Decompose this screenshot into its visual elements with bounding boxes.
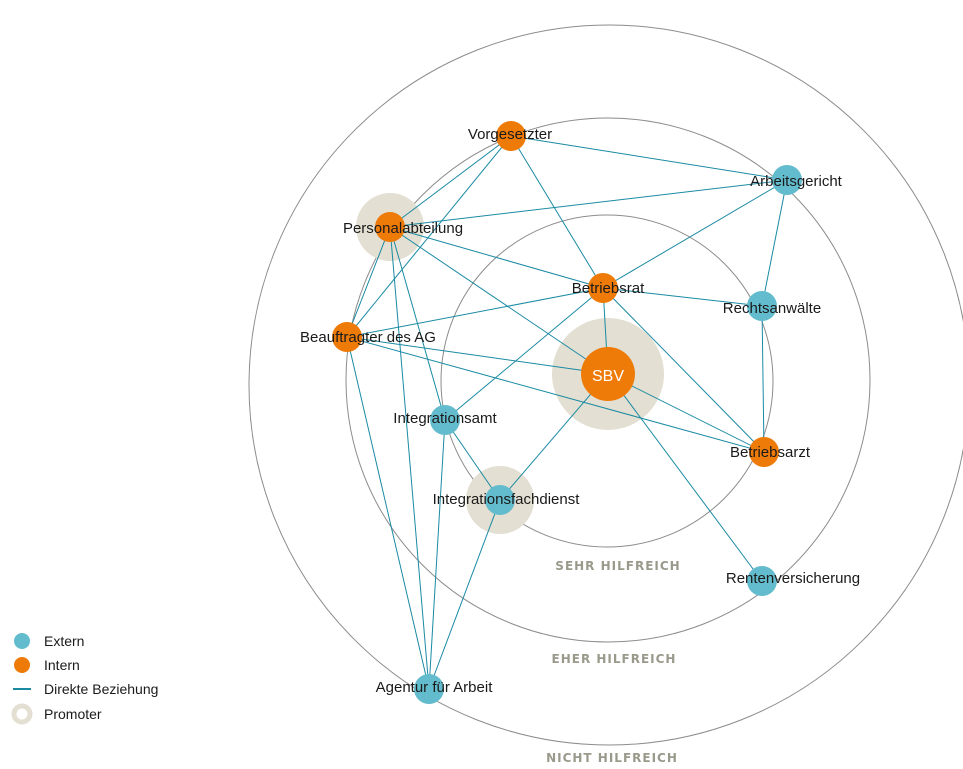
edge-sbv-integrationsfachdienst [499, 373, 609, 501]
edge-betriebsrat-betriebsarzt [602, 287, 765, 453]
edge-beauftragter-betriebsarzt [346, 336, 765, 453]
legend-relation-label: Direkte Beziehung [44, 681, 158, 697]
edge-arbeitsgericht-betriebsrat [602, 179, 788, 289]
legend-promoter-label: Promoter [44, 706, 102, 722]
legend-extern-label: Extern [44, 633, 84, 649]
node-labels: Vorgesetzter Arbeitsgericht Personalabte… [300, 126, 860, 696]
edge-betriebsrat-integrationsamt [444, 287, 604, 421]
edge-rechtsanwaelte-betriebsarzt [761, 305, 765, 453]
edge-sbv-betriebsarzt [607, 373, 765, 453]
node-dot-agentur [414, 674, 444, 704]
ring-nicht-hilfreich [248, 24, 963, 746]
node-label-betriebsrat: Betriebsrat [572, 280, 645, 297]
ring-eher-hilfreich [345, 117, 871, 643]
edge-vorgesetzter-personalabteilung [389, 135, 512, 228]
node-label-rechtsanwaelte: Rechtsanwälte [723, 300, 821, 317]
node-dot-integrationsfachdienst [485, 485, 515, 515]
node-dot-beauftragter [332, 322, 362, 352]
node-label-arbeitsgericht: Arbeitsgericht [750, 173, 843, 190]
node-dots [332, 121, 802, 704]
ring-sehr-hilfreich [440, 214, 774, 548]
node-label-integrationsamt: Integrationsamt [393, 410, 497, 427]
edge-personalabteilung-sbv [389, 226, 609, 375]
legend-intern-label: Intern [44, 657, 80, 673]
zone-label-nicht-hilfreich: NICHT HILFREICH [546, 751, 678, 765]
node-dot-vorgesetzter [496, 121, 526, 151]
legend-intern-icon [14, 657, 30, 673]
legend: Extern Intern Direkte Beziehung Promoter [11, 633, 158, 725]
node-label-betriebsarzt: Betriebsarzt [730, 444, 811, 461]
legend-promoter-icon [11, 703, 33, 725]
edge-betriebsrat-beauftragter [346, 287, 604, 338]
edge-vorgesetzter-betriebsrat [510, 135, 604, 289]
node-label-integrationsfachdienst: Integrationsfachdienst [433, 491, 581, 508]
edge-integrationsamt-integrationsfachdienst [444, 419, 501, 501]
zone-label-eher-hilfreich: EHER HILFREICH [552, 652, 677, 666]
node-dot-rechtsanwaelte [747, 291, 777, 321]
edge-arbeitsgericht-rechtsanwaelte [761, 179, 788, 307]
edge-personalabteilung-arbeitsgericht [389, 179, 788, 228]
node-dot-sbv [581, 347, 635, 401]
edge-personalabteilung-beauftragter [346, 226, 391, 338]
edge-beauftragter-agentur [346, 336, 430, 690]
zone-label-sehr-hilfreich: SEHR HILFREICH [555, 559, 680, 573]
node-dot-rentenversicherung [747, 566, 777, 596]
edge-beauftragter-sbv [346, 336, 609, 375]
node-label-vorgesetzter: Vorgesetzter [468, 126, 552, 143]
edge-personalabteilung-agentur [389, 226, 430, 690]
legend-extern-icon [14, 633, 30, 649]
edge-integrationsamt-agentur [428, 419, 446, 690]
zone-labels: SEHR HILFREICH EHER HILFREICH NICHT HILF… [546, 559, 680, 765]
node-label-personalabteilung: Personalabteilung [343, 220, 463, 237]
node-dot-personalabteilung [375, 212, 405, 242]
center-label-sbv: SBV [592, 368, 624, 385]
edge-integrationsfachdienst-agentur [428, 499, 501, 690]
node-label-rentenversicherung: Rentenversicherung [726, 570, 860, 587]
zone-rings [248, 24, 963, 746]
node-label-beauftragter: Beauftragter des AG [300, 329, 436, 346]
node-label-agentur: Agentur für Arbeit [376, 679, 494, 696]
edge-betriebsrat-rechtsanwaelte [602, 287, 763, 307]
edge-vorgesetzter-arbeitsgericht [510, 135, 788, 181]
edge-vorgesetzter-beauftragter [346, 135, 512, 338]
node-dot-betriebsrat [588, 273, 618, 303]
edge-personalabteilung-betriebsrat [389, 226, 604, 289]
node-dot-arbeitsgericht [772, 165, 802, 195]
node-dot-integrationsamt [430, 405, 460, 435]
node-dot-betriebsarzt [749, 437, 779, 467]
edge-sbv-rentenversicherung [607, 373, 763, 582]
